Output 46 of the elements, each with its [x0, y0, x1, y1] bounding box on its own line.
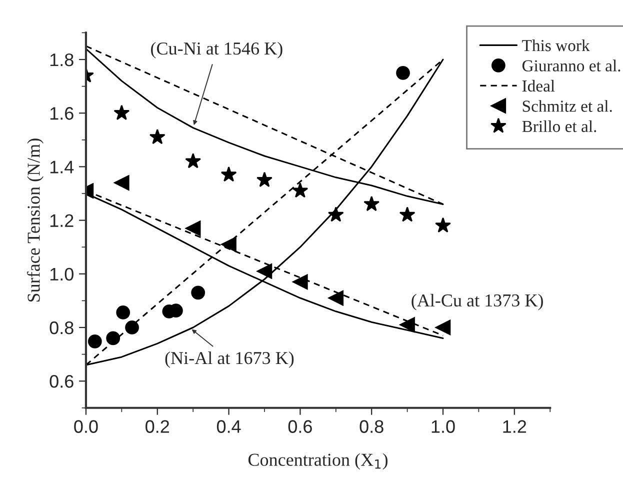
point [396, 66, 410, 80]
point [256, 172, 272, 187]
annotation: (Al-Cu at 1373 K) [412, 294, 543, 310]
x-tick-label: 0.0 [74, 420, 98, 433]
point [88, 334, 102, 348]
point [256, 264, 272, 279]
point [400, 317, 415, 332]
point [292, 182, 308, 198]
y-tick-label: 0.8 [50, 321, 74, 334]
y-tick-label: 1.2 [50, 214, 74, 227]
point [399, 206, 416, 222]
y-tick-label: 1.4 [50, 160, 74, 174]
point [106, 331, 120, 346]
point [328, 290, 344, 306]
annotation: (Ni-Al at 1673 K) [165, 351, 294, 368]
y-tick-label: 1.8 [50, 53, 74, 66]
x-tick-label: 0.6 [288, 420, 312, 433]
y-tick-label: 1.6 [50, 107, 74, 120]
x-tick-label: 1.2 [503, 420, 526, 433]
x-tick-label: 0.4 [216, 420, 241, 433]
point [125, 320, 139, 334]
legend-label: Giuranno et al. [522, 60, 620, 72]
x-tick-label: 0.2 [146, 420, 170, 433]
annotation: (Cu-Ni at 1546 K) [151, 42, 282, 58]
point [364, 196, 380, 212]
point [220, 166, 237, 182]
point [114, 175, 130, 190]
point [292, 274, 308, 290]
point [114, 104, 130, 120]
legend-label: Brillo et al. [522, 120, 596, 132]
point [191, 286, 206, 300]
y-tick-label: 1.0 [50, 268, 74, 281]
point [149, 128, 166, 144]
x-tick-label: 1.0 [432, 420, 455, 433]
x-axis-title: Concentration (X$_{1}$) [248, 453, 388, 470]
y-axis-title: Surface Tension (N/m) [26, 138, 44, 302]
point [116, 306, 130, 320]
point [435, 217, 451, 233]
y-tick-label: 0.6 [50, 375, 74, 388]
point [435, 320, 451, 336]
legend-label: Ideal [522, 80, 555, 92]
legend-label: Schmitz et al. [522, 100, 612, 112]
legend-label: This work [522, 39, 590, 52]
point [185, 153, 202, 168]
point [185, 220, 201, 236]
x-tick-label: 0.8 [360, 420, 384, 433]
